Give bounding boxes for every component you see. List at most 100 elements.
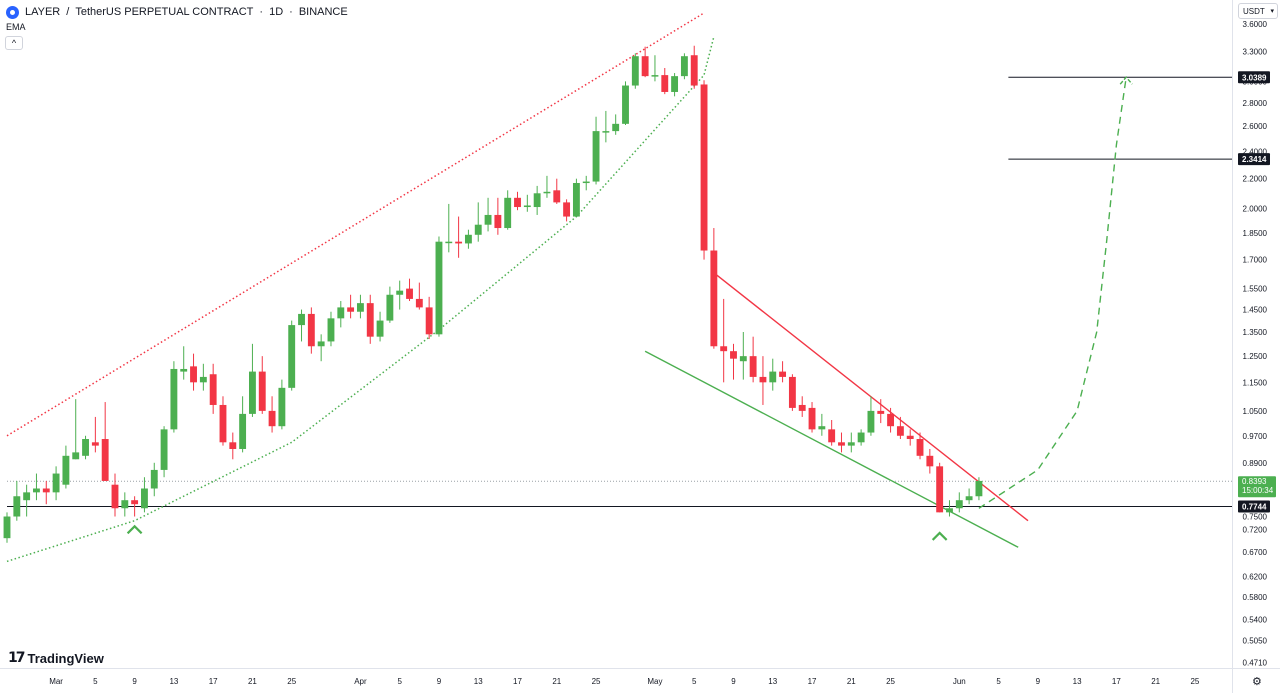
bearish-candle[interactable] xyxy=(190,366,197,383)
bullish-candle[interactable] xyxy=(484,214,492,225)
bearish-candle[interactable] xyxy=(425,307,433,335)
bearish-candle[interactable] xyxy=(347,307,355,312)
bullish-candle[interactable] xyxy=(533,193,541,208)
projection-line[interactable] xyxy=(978,77,1127,509)
bearish-candle[interactable] xyxy=(641,56,649,77)
bearish-candle[interactable] xyxy=(720,346,728,352)
bullish-candle[interactable] xyxy=(180,368,188,372)
bullish-candle[interactable] xyxy=(386,294,394,321)
bullish-candle[interactable] xyxy=(965,496,973,501)
bullish-candle[interactable] xyxy=(867,410,875,433)
bullish-candle[interactable] xyxy=(82,439,89,456)
bearish-candle[interactable] xyxy=(258,371,266,411)
bullish-candle[interactable] xyxy=(504,197,512,229)
bullish-candle[interactable] xyxy=(249,371,256,414)
bullish-candle[interactable] xyxy=(671,76,679,92)
bullish-candle[interactable] xyxy=(680,56,688,77)
bullish-candle[interactable] xyxy=(239,413,247,449)
bullish-candle[interactable] xyxy=(612,123,620,132)
bearish-candle[interactable] xyxy=(700,84,708,251)
bearish-candle[interactable] xyxy=(415,298,423,308)
bearish-candle[interactable] xyxy=(828,429,836,443)
bullish-candle[interactable] xyxy=(975,480,983,497)
bearish-candle[interactable] xyxy=(926,455,934,467)
bearish-candle[interactable] xyxy=(838,442,845,446)
bullish-candle[interactable] xyxy=(739,356,747,362)
bullish-candle[interactable] xyxy=(72,452,80,460)
bearish-candle[interactable] xyxy=(887,413,895,427)
bearish-candle[interactable] xyxy=(896,426,904,436)
bearish-candle[interactable] xyxy=(877,410,885,414)
bearish-candle[interactable] xyxy=(779,371,787,377)
bearish-candle[interactable] xyxy=(131,500,139,505)
bearish-candle[interactable] xyxy=(209,374,217,405)
bearish-candle[interactable] xyxy=(661,75,669,92)
bearish-candle[interactable] xyxy=(219,404,227,443)
bullish-candle[interactable] xyxy=(298,313,305,326)
bearish-candle[interactable] xyxy=(788,376,796,408)
bearish-candle[interactable] xyxy=(91,442,99,446)
bullish-candle[interactable] xyxy=(847,442,855,446)
bullish-candle[interactable] xyxy=(622,85,629,124)
bullish-candle[interactable] xyxy=(160,429,168,470)
bearish-candle[interactable] xyxy=(101,439,109,481)
bearish-candle[interactable] xyxy=(730,351,737,359)
bullish-candle[interactable] xyxy=(474,224,482,235)
bearish-candle[interactable] xyxy=(553,190,561,203)
bearish-candle[interactable] xyxy=(808,407,816,430)
bullish-candle[interactable] xyxy=(278,387,286,427)
bearish-candle[interactable] xyxy=(916,439,924,456)
currency-selector[interactable]: USDT ▾ xyxy=(1238,3,1278,19)
bearish-candle[interactable] xyxy=(798,404,806,411)
bullish-candle[interactable] xyxy=(33,488,40,493)
bullish-candle[interactable] xyxy=(52,473,60,493)
bullish-candle[interactable] xyxy=(396,290,404,295)
bullish-candle[interactable] xyxy=(121,500,129,509)
bearish-candle[interactable] xyxy=(268,410,276,427)
bearish-candle[interactable] xyxy=(494,214,502,229)
bullish-candle[interactable] xyxy=(3,516,11,539)
bearish-candle[interactable] xyxy=(690,55,698,86)
bullish-candle[interactable] xyxy=(170,368,178,430)
bearish-candle[interactable] xyxy=(307,313,315,347)
settings-gear-icon[interactable]: ⚙ xyxy=(1252,676,1262,688)
descending-support-line[interactable] xyxy=(644,350,1019,548)
bullish-candle[interactable] xyxy=(327,318,335,342)
bullish-candle[interactable] xyxy=(946,508,953,513)
bullish-candle[interactable] xyxy=(602,131,610,133)
bearish-candle[interactable] xyxy=(710,250,718,347)
bullish-candle[interactable] xyxy=(582,181,590,184)
bearish-candle[interactable] xyxy=(936,466,944,513)
bullish-candle[interactable] xyxy=(651,75,659,77)
bearish-candle[interactable] xyxy=(759,376,767,383)
bearish-candle[interactable] xyxy=(111,484,119,509)
bullish-candle[interactable] xyxy=(523,205,531,208)
upper-channel-line[interactable] xyxy=(6,12,705,437)
bullish-candle[interactable] xyxy=(337,307,345,319)
bearish-candle[interactable] xyxy=(749,356,757,377)
bullish-candle[interactable] xyxy=(376,320,384,337)
bearish-candle[interactable] xyxy=(229,442,237,449)
bullish-candle[interactable] xyxy=(356,303,364,312)
bearish-candle[interactable] xyxy=(455,241,463,244)
bullish-candle[interactable] xyxy=(150,469,158,489)
bearish-candle[interactable] xyxy=(406,288,413,299)
bullish-candle[interactable] xyxy=(23,492,31,501)
bullish-candle[interactable] xyxy=(445,241,453,244)
bullish-candle[interactable] xyxy=(141,488,148,509)
bullish-candle[interactable] xyxy=(464,234,472,244)
bearish-candle[interactable] xyxy=(42,488,50,493)
bullish-candle[interactable] xyxy=(857,432,865,443)
bearish-candle[interactable] xyxy=(563,202,571,217)
bearish-candle[interactable] xyxy=(906,435,914,440)
bearish-candle[interactable] xyxy=(366,303,374,337)
bearish-candle[interactable] xyxy=(514,197,521,208)
bullish-candle[interactable] xyxy=(592,131,600,182)
chart-header[interactable]: LAYER / TetherUS PERPETUAL CONTRACT · 1D… xyxy=(6,4,348,20)
bullish-candle[interactable] xyxy=(543,191,551,194)
bullish-candle[interactable] xyxy=(317,341,325,347)
bullish-candle[interactable] xyxy=(62,455,70,485)
bullish-candle[interactable] xyxy=(435,241,443,335)
collapse-indicators-button[interactable]: ^ xyxy=(5,36,23,50)
